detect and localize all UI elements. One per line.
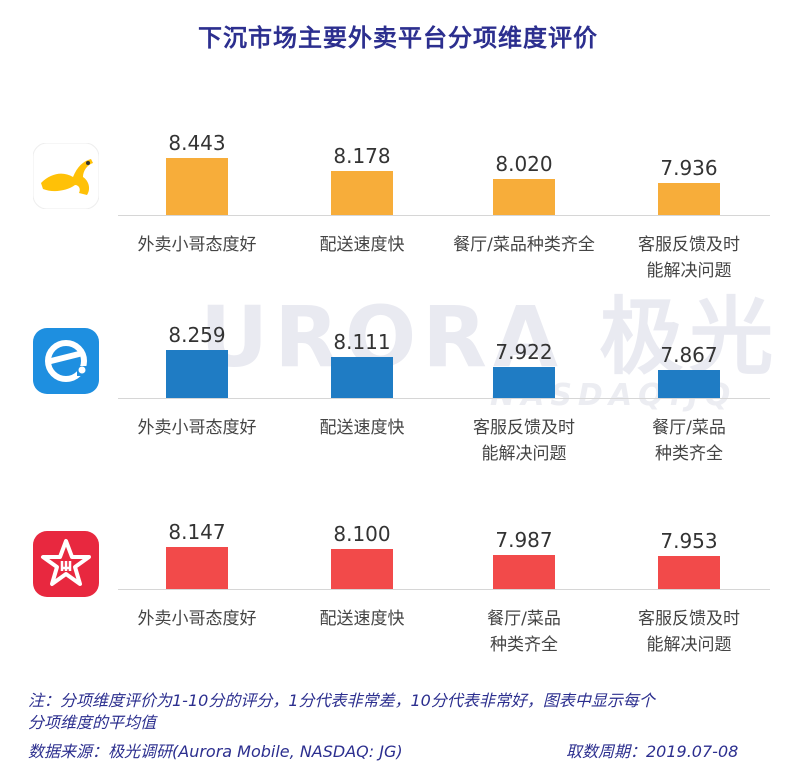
category-label-line: 配送速度快 <box>319 235 405 255</box>
watermark-logo: URORA 极光 <box>200 288 780 386</box>
bar <box>166 350 228 398</box>
bar <box>493 555 555 589</box>
panel-baseline <box>118 398 770 399</box>
kangaroo-icon <box>32 142 100 210</box>
bar <box>331 357 393 398</box>
data-label: 8.111 <box>333 330 391 354</box>
category-label: 餐厅/菜品种类齐全 <box>444 606 604 658</box>
bar <box>493 367 555 398</box>
data-label: 8.178 <box>333 144 391 168</box>
category-label: 客服反馈及时 能解决问题 <box>609 606 769 658</box>
note-line-1: 注：分项维度评价为1-10分的评分，1分代表非常差，10分代表非常好，图表中显示… <box>28 691 655 710</box>
data-label: 8.020 <box>495 152 553 176</box>
note-line-2: 分项维度的平均值 <box>28 713 157 732</box>
bar <box>658 183 720 215</box>
category-label: 外卖小哥态度好 <box>117 415 277 441</box>
data-label: 7.936 <box>660 156 718 180</box>
category-label: 配送速度快 <box>282 232 442 258</box>
category-label: 餐厅/菜品种类齐全 <box>444 232 604 258</box>
category-label-line: 客服反馈及时 <box>638 609 740 629</box>
category-label-line: 外卖小哥态度好 <box>137 235 257 255</box>
data-source: 数据来源：极光调研(Aurora Mobile, NASDAQ: JG) <box>28 742 403 761</box>
data-label: 7.922 <box>495 340 553 364</box>
category-label: 外卖小哥态度好 <box>117 606 277 632</box>
category-label: 外卖小哥态度好 <box>117 232 277 258</box>
chart-note: 注：分项维度评价为1-10分的评分，1分代表非常差，10分代表非常好，图表中显示… <box>28 690 655 734</box>
data-label: 8.443 <box>168 131 226 155</box>
bar <box>658 556 720 589</box>
data-label: 8.100 <box>333 522 391 546</box>
data-label: 7.867 <box>660 343 718 367</box>
category-label-line: 能解决问题 <box>646 261 732 281</box>
data-label: 7.953 <box>660 529 718 553</box>
category-label-line: 种类齐全 <box>490 635 558 655</box>
star-fork-icon <box>33 531 99 597</box>
bar <box>331 171 393 215</box>
category-label-line: 能解决问题 <box>481 444 567 464</box>
category-label-line: 客服反馈及时 <box>473 418 575 438</box>
category-label-line: 配送速度快 <box>319 609 405 629</box>
e-icon <box>33 328 99 394</box>
category-label-line: 能解决问题 <box>646 635 732 655</box>
bar <box>166 158 228 215</box>
bar <box>658 370 720 398</box>
category-label-line: 种类齐全 <box>655 444 723 464</box>
data-label: 7.987 <box>495 528 553 552</box>
panel-baseline <box>118 215 770 216</box>
category-label-line: 外卖小哥态度好 <box>137 418 257 438</box>
chart-title: 下沉市场主要外卖平台分项维度评价 <box>198 24 598 52</box>
bar <box>493 179 555 215</box>
category-label-line: 餐厅/菜品种类齐全 <box>453 235 595 255</box>
bar <box>166 547 228 589</box>
category-label-line: 餐厅/菜品 <box>652 418 726 438</box>
category-label: 餐厅/菜品种类齐全 <box>609 415 769 467</box>
data-label: 8.147 <box>168 520 226 544</box>
category-label: 客服反馈及时 能解决问题 <box>444 415 604 467</box>
category-label-line: 客服反馈及时 <box>638 235 740 255</box>
category-label-line: 外卖小哥态度好 <box>137 609 257 629</box>
bar <box>331 549 393 589</box>
data-period: 取数周期：2019.07-08 <box>566 742 739 761</box>
category-label: 客服反馈及时 能解决问题 <box>609 232 769 284</box>
panel-baseline <box>118 589 770 590</box>
data-label: 8.259 <box>168 323 226 347</box>
category-label-line: 配送速度快 <box>319 418 405 438</box>
category-label-line: 餐厅/菜品 <box>487 609 561 629</box>
category-label: 配送速度快 <box>282 415 442 441</box>
category-label: 配送速度快 <box>282 606 442 632</box>
